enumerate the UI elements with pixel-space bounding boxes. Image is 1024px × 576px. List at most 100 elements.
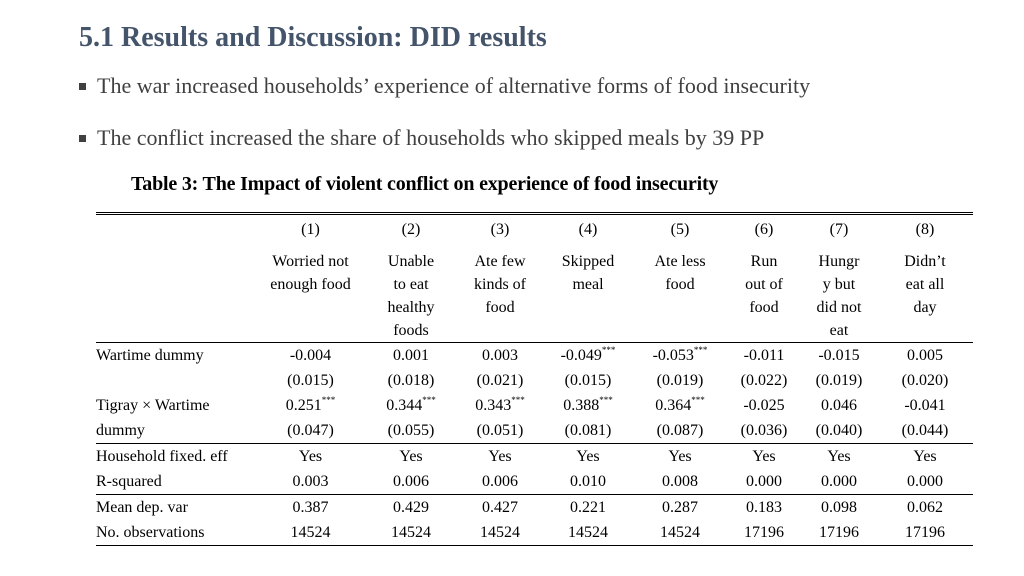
statistic-cell: 0.000: [746, 473, 782, 490]
statistic-row: No. observations 14524 14524 14524 14524 1452…: [96, 520, 973, 546]
coefficient-value: -0.053: [652, 347, 694, 364]
coefficient-cell: -0.049***: [543, 342, 633, 368]
coefficient-cell: 0.364***: [633, 393, 727, 418]
standard-error-cell: (0.036): [740, 422, 788, 439]
column-heading-line: Run: [750, 253, 778, 270]
coefficient-cell: -0.025: [727, 393, 801, 418]
column-heading: Ate few kinds of food: [457, 241, 543, 343]
corner-cell: [96, 241, 256, 343]
statistic-row: R-squared 0.003 0.006 0.006 0.010 0.008 0.000 0…: [96, 469, 973, 495]
column-number: (3): [490, 221, 510, 238]
statistic-cell: Yes: [543, 443, 633, 469]
column-heading-line: Skipped: [561, 253, 615, 270]
column-heading-line: out of: [745, 276, 783, 293]
coefficient-value: 0.343: [475, 397, 512, 414]
column-number: (4): [578, 221, 598, 238]
standard-error-cell: (0.022): [740, 372, 788, 389]
standard-error-cell: (0.019): [656, 372, 704, 389]
column-heading-line: food: [749, 299, 779, 316]
column-heading-line: food: [485, 299, 515, 316]
column-heading-line: healthy: [387, 299, 435, 316]
row-label: Mean dep. var: [96, 494, 256, 520]
coefficient-row: Tigray × Wartime 0.251*** 0.344*** 0.343***…: [96, 393, 973, 418]
column-heading: Worried not enough food: [256, 241, 365, 343]
coefficient-value: 0.046: [821, 397, 857, 414]
standard-error-cell: (0.018): [387, 372, 435, 389]
column-heading-line: to eat: [393, 276, 429, 293]
column-number: (5): [670, 221, 690, 238]
coefficient-value: 0.001: [393, 347, 429, 364]
statistic-cell: Yes: [633, 443, 727, 469]
statistic-cell: 0.429: [365, 494, 457, 520]
coefficient-cell: -0.004: [256, 342, 365, 368]
column-number: (8): [915, 221, 935, 238]
statistic-cell: 0.003: [292, 473, 329, 490]
row-label: R-squared: [96, 473, 162, 490]
column-heading-line: eat: [829, 322, 849, 339]
row-label: dummy: [96, 422, 145, 439]
column-number: (2): [401, 221, 421, 238]
standard-error-cell: (0.020): [901, 372, 949, 389]
row-label: Tigray × Wartime: [96, 397, 210, 414]
row-label: No. observations: [96, 520, 256, 546]
standard-error-cell: (0.087): [656, 422, 704, 439]
coefficient-value: 0.003: [482, 347, 518, 364]
column-heading-line: enough food: [270, 276, 351, 293]
coefficient-value: 0.005: [907, 347, 943, 364]
statistic-cell: 0.098: [801, 494, 877, 520]
coefficient-value: -0.049: [560, 347, 602, 364]
row-label: Wartime dummy: [96, 342, 256, 368]
statistic-cell: 0.427: [457, 494, 543, 520]
statistic-cell: 0.000: [821, 473, 857, 490]
statistic-cell: 14524: [256, 520, 365, 546]
coefficient-value: 0.251: [285, 397, 322, 414]
significance-stars: ***: [511, 395, 525, 405]
statistic-cell: Yes: [256, 443, 365, 469]
coefficient-cell: 0.046: [801, 393, 877, 418]
standard-error-cell: (0.021): [476, 372, 524, 389]
statistic-cell: 0.221: [543, 494, 633, 520]
column-heading-line: Ate less: [654, 253, 706, 270]
coefficient-cell: 0.343***: [457, 393, 543, 418]
standard-error-cell: (0.019): [815, 372, 863, 389]
column-heading: Hungr y but did not eat: [801, 241, 877, 343]
standard-error-cell: (0.051): [476, 422, 524, 439]
column-heading-line: Unable: [387, 253, 435, 270]
coefficient-cell: 0.344***: [365, 393, 457, 418]
statistic-cell: 0.287: [633, 494, 727, 520]
statistic-cell: Yes: [457, 443, 543, 469]
statistic-cell: 0.387: [256, 494, 365, 520]
significance-stars: ***: [693, 345, 708, 355]
standard-error-cell: (0.015): [564, 372, 612, 389]
coefficient-cell: 0.005: [877, 342, 973, 368]
coefficient-value: -0.041: [904, 397, 946, 414]
table-title: Table 3: The Impact of violent conflict …: [131, 173, 719, 195]
significance-stars: ***: [599, 395, 613, 405]
row-label: Household fixed. eff: [96, 443, 256, 469]
statistic-cell: 17196: [727, 520, 801, 546]
column-heading: Unable to eat healthy foods: [365, 241, 457, 343]
statistic-cell: Yes: [727, 443, 801, 469]
column-heading: Didn’t eat all day: [877, 241, 973, 343]
statistic-cell: 14524: [457, 520, 543, 546]
statistic-cell: 14524: [365, 520, 457, 546]
statistic-row: Household fixed. eff Yes Yes Yes Yes Yes Yes Ye…: [96, 443, 973, 469]
coefficient-value: -0.015: [818, 347, 860, 364]
standard-error-cell: (0.081): [564, 422, 612, 439]
column-heading-line: Ate few: [474, 253, 526, 270]
column-heading-line: day: [913, 299, 937, 316]
statistic-cell: 0.183: [727, 494, 801, 520]
coefficient-cell: -0.011: [727, 342, 801, 368]
statistic-cell: 0.006: [482, 473, 518, 490]
bullet-item: The conflict increased the share of hous…: [79, 125, 764, 151]
statistic-row: Mean dep. var 0.387 0.429 0.427 0.221 0.287 0.…: [96, 494, 973, 520]
column-number-row: (1) (2) (3) (4) (5) (6) (7) (8): [96, 216, 973, 241]
column-heading-line: Hungr: [818, 253, 860, 270]
coefficient-cell: -0.015: [801, 342, 877, 368]
column-number: (7): [829, 221, 849, 238]
square-bullet-icon: [79, 134, 86, 142]
coefficient-value: -0.025: [743, 397, 785, 414]
results-table: (1) (2) (3) (4) (5) (6) (7) (8) Worried not enoug…: [96, 212, 973, 546]
significance-stars: ***: [601, 345, 616, 355]
